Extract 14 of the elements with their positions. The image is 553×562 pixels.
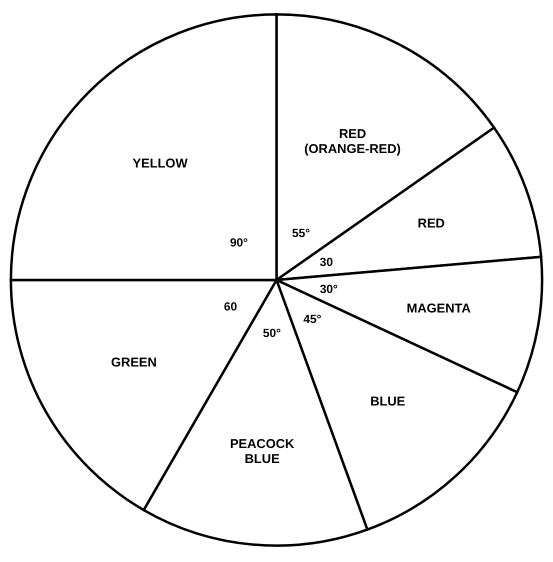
data-label: 30° [320,282,338,296]
data-label: 50° [262,326,282,340]
data-label: 45° [303,312,322,326]
slice-label: RED (ORANGE-RED) [304,126,401,156]
data-label: 30 [320,254,334,269]
slice-label: GREEN [110,354,157,370]
slice-label: MAGENTA [406,300,471,316]
slice-label: RED [418,216,445,231]
slice-label: PEACOCK BLUE [230,436,296,466]
data-label: 55° [292,226,310,240]
data-label: 90° [230,235,248,250]
slice-label: BLUE [370,393,406,408]
data-label: 60 [224,300,238,314]
slice-label: YELLOW [132,156,188,171]
